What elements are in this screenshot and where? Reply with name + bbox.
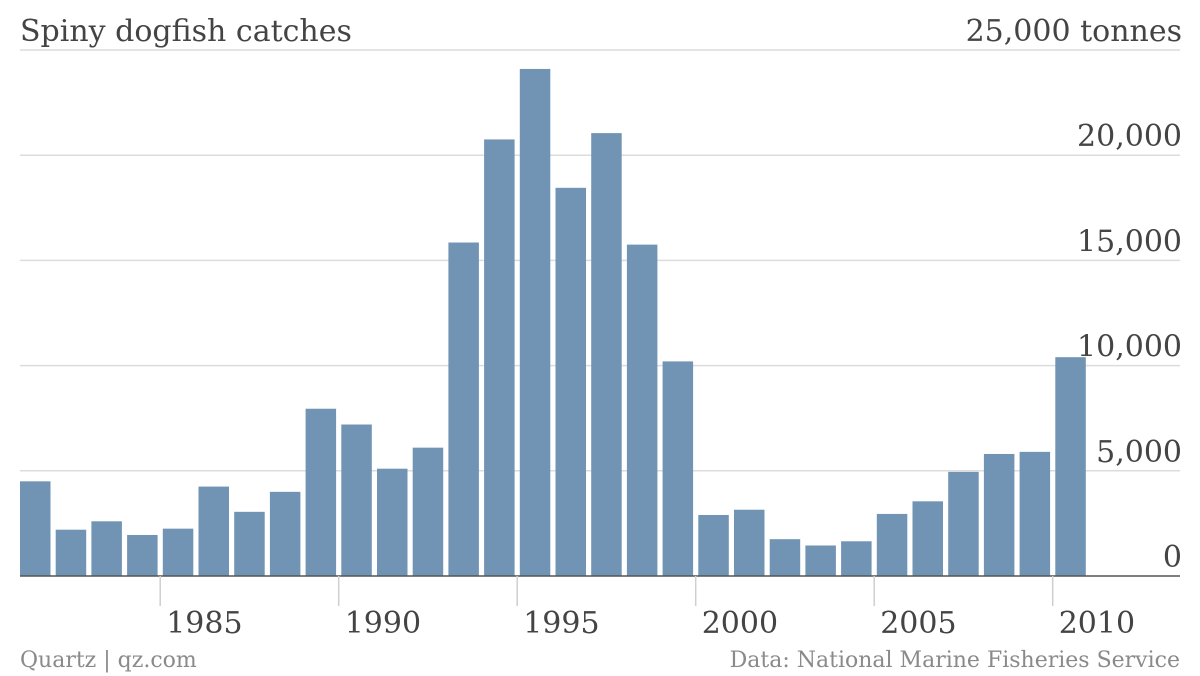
bar-1982 [55, 529, 87, 576]
y-tick-label: 15,000 [1077, 224, 1182, 259]
x-tick-label: 2010 [1059, 606, 1135, 641]
x-axis-ticks: 1985 1990 1995 2000 2005 2010 [159, 576, 1135, 641]
y-tick-label: 0 [1163, 540, 1182, 575]
bar-1985 [162, 528, 194, 576]
bar-2001 [734, 509, 765, 576]
y-tick-label: 5,000 [1096, 435, 1182, 470]
bar-1984 [127, 534, 158, 576]
y-tick-label: 10,000 [1077, 330, 1182, 365]
bar-1989 [305, 408, 337, 576]
y-axis-unit-label: 25,000 tonnes [966, 14, 1182, 49]
chart-title: Spiny dogfish catches [20, 14, 352, 49]
bar-1988 [269, 491, 301, 576]
bar-2005 [876, 513, 908, 576]
bar-1992 [412, 447, 444, 576]
bar-1997 [591, 133, 622, 577]
bar-1998 [626, 244, 658, 576]
x-tick-label: 2000 [702, 606, 778, 641]
bar-2006 [912, 501, 943, 576]
credit-text: Quartz | qz.com [20, 648, 197, 673]
x-tick-label: 1990 [345, 606, 421, 641]
bar-2010 [1055, 357, 1086, 576]
bar-1991 [377, 468, 408, 576]
bar-1983 [91, 521, 122, 576]
y-axis-ticks: 0 5,000 10,000 15,000 20,000 [1077, 119, 1182, 575]
bar-1987 [234, 511, 265, 576]
bar-1996 [555, 187, 586, 576]
bar-1993 [448, 242, 479, 576]
bar-2000 [698, 514, 729, 576]
bar-1990 [341, 424, 372, 576]
bar-2008 [983, 453, 1015, 576]
bar-1999 [662, 361, 694, 576]
bar-1994 [484, 139, 515, 577]
bar-2009 [1019, 451, 1051, 576]
bars [20, 68, 1086, 577]
bar-2004 [841, 541, 872, 576]
x-tick-label: 1995 [523, 606, 599, 641]
bar-1986 [198, 486, 229, 576]
bar-1981 [20, 481, 51, 576]
bar-1995 [519, 68, 551, 576]
bar-2003 [805, 545, 836, 576]
bar-2007 [948, 471, 979, 576]
bar-2002 [769, 539, 801, 576]
x-tick-label: 1985 [166, 606, 242, 641]
x-tick-label: 2005 [880, 606, 956, 641]
y-tick-label: 20,000 [1077, 119, 1182, 154]
source-text: Data: National Marine Fisheries Service [730, 648, 1180, 673]
